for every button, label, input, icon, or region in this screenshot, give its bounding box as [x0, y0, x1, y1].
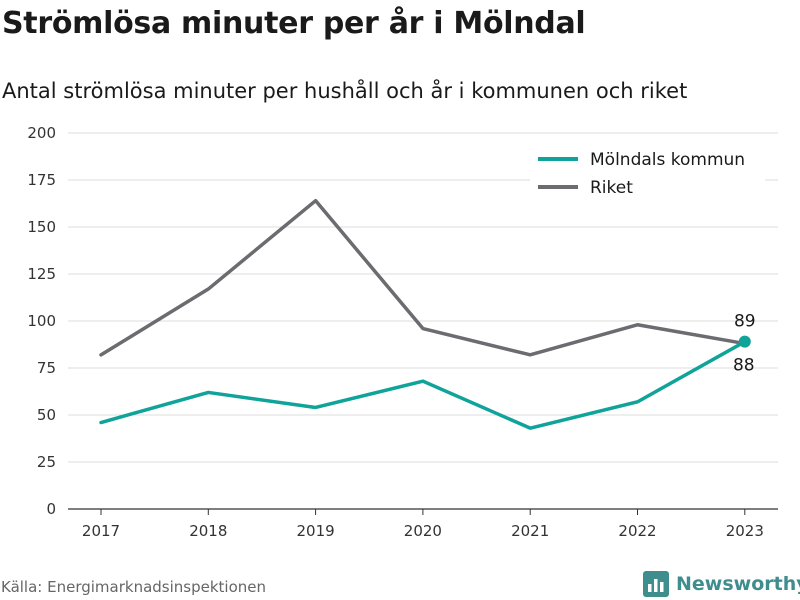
brand-logo: Newsworthy	[643, 571, 800, 597]
y-tick-label: 150	[27, 218, 56, 236]
legend-background	[530, 146, 765, 206]
source-note: Källa: Energimarknadsinspektionen	[1, 578, 267, 596]
y-axis-ticks: 0 25 50 75 100 125 150 175 200	[27, 124, 56, 518]
legend-label: Mölndals kommun	[590, 150, 745, 170]
legend: Mölndals kommun Riket	[530, 146, 765, 206]
x-tick-label: 2021	[511, 522, 549, 540]
y-tick-label: 0	[46, 500, 56, 518]
y-tick-label: 75	[37, 359, 56, 377]
data-labels: 89 88	[733, 312, 756, 376]
x-tick-label: 2018	[189, 522, 227, 540]
series-line-molndal	[99, 339, 747, 430]
legend-label: Riket	[590, 178, 633, 198]
chart-title: Strömlösa minuter per år i Mölndal	[2, 6, 586, 41]
x-tick-label: 2019	[297, 522, 335, 540]
y-tick-label: 175	[27, 171, 56, 189]
series-lines	[99, 198, 751, 430]
x-tick-label: 2020	[404, 522, 442, 540]
y-tick-label: 50	[37, 406, 56, 424]
chart-subtitle: Antal strömlösa minuter per hushåll och …	[2, 79, 688, 103]
x-tick-label: 2022	[618, 522, 656, 540]
y-tick-label: 125	[27, 265, 56, 283]
data-label-riket-2023: 88	[733, 356, 755, 376]
data-label-molndal-2023: 89	[734, 312, 756, 332]
brand-name: Newsworthy	[676, 573, 800, 595]
series-line-riket	[99, 198, 747, 357]
x-tick-label: 2023	[726, 522, 764, 540]
x-axis-ticks: 2017 2018 2019 2020 2021 2022 2023	[82, 509, 764, 540]
x-tick-label: 2017	[82, 522, 120, 540]
y-tick-label: 25	[37, 453, 56, 471]
y-tick-label: 100	[27, 312, 56, 330]
y-tick-label: 200	[27, 124, 56, 142]
bar-chart-logo-icon	[643, 571, 669, 597]
series-end-marker	[738, 335, 751, 348]
